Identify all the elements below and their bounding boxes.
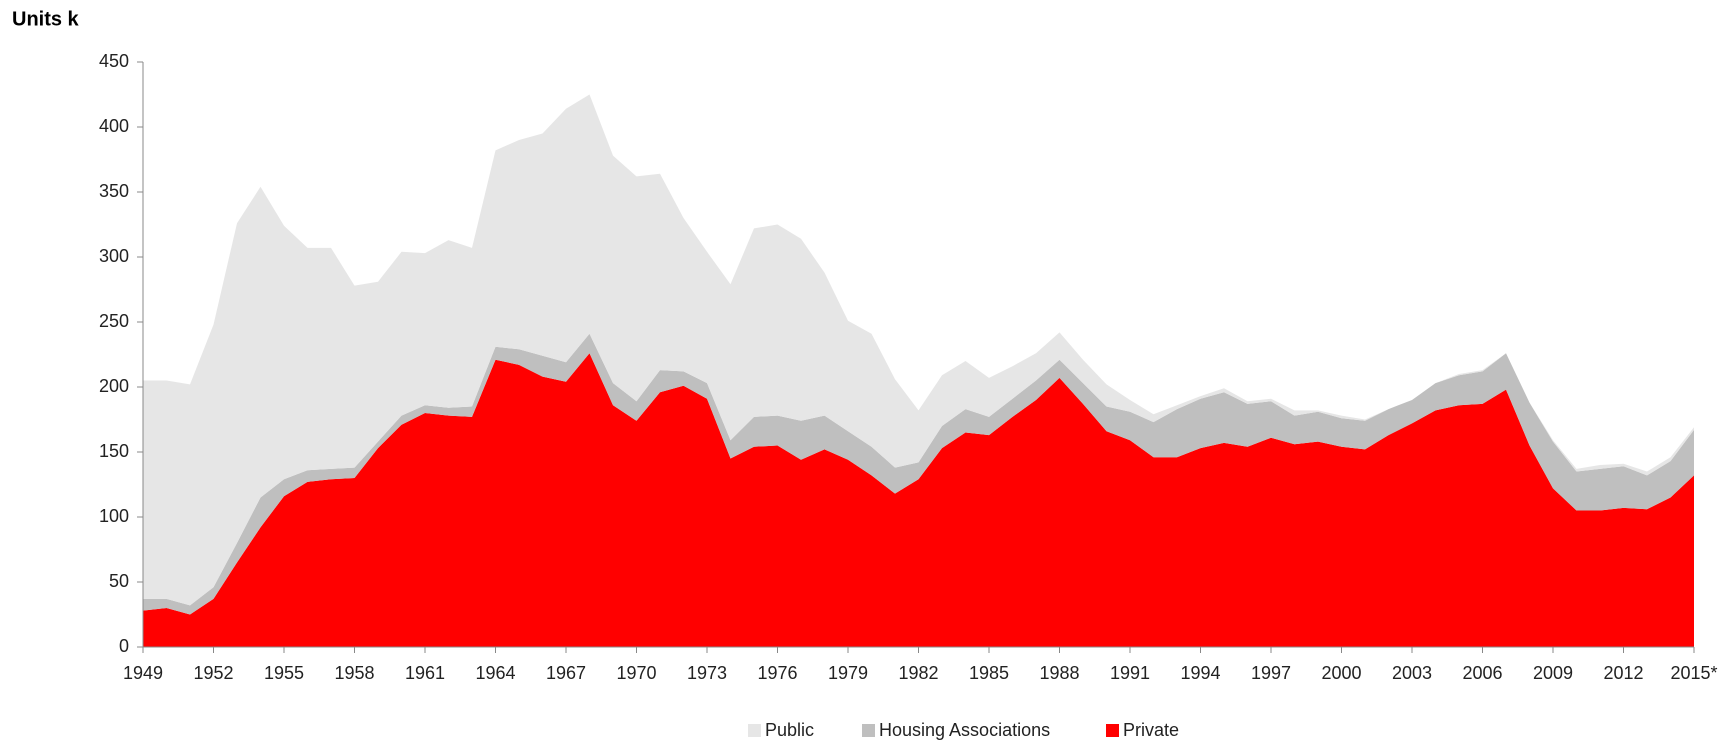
legend-label: Public [765, 720, 814, 740]
y-tick-label: 450 [99, 51, 129, 71]
x-tick-label: 1979 [828, 663, 868, 683]
area [143, 94, 1694, 606]
y-tick-label: 350 [99, 181, 129, 201]
x-tick-label: 1973 [687, 663, 727, 683]
y-tick-label: 200 [99, 376, 129, 396]
x-tick-label: 1988 [1039, 663, 1079, 683]
x-tick-label: 1970 [616, 663, 656, 683]
area [143, 353, 1694, 647]
x-tick-label: 1967 [546, 663, 586, 683]
x-tick-label: 2009 [1533, 663, 1573, 683]
x-tick-label: 1964 [475, 663, 515, 683]
y-tick-label: 100 [99, 506, 129, 526]
y-tick-label: 150 [99, 441, 129, 461]
legend-label: Housing Associations [879, 720, 1050, 740]
x-tick-label: 2006 [1462, 663, 1502, 683]
y-tick-label: 400 [99, 116, 129, 136]
x-tick-label: 1961 [405, 663, 445, 683]
x-tick-label: 1952 [193, 663, 233, 683]
x-tick-label: 1997 [1251, 663, 1291, 683]
legend-label: Private [1123, 720, 1179, 740]
x-tick-label: 1985 [969, 663, 1009, 683]
y-tick-label: 0 [119, 636, 129, 656]
y-axis-label: Units k [12, 8, 80, 30]
x-tick-label: 1991 [1110, 663, 1150, 683]
x-tick-label: 1982 [898, 663, 938, 683]
x-tick-label: 2012 [1603, 663, 1643, 683]
legend-swatch [1106, 724, 1119, 737]
x-tick-label: 2003 [1392, 663, 1432, 683]
x-tick-label: 1976 [757, 663, 797, 683]
area [143, 333, 1694, 615]
x-tick-label: 1994 [1180, 663, 1220, 683]
y-tick-label: 250 [99, 311, 129, 331]
legend-swatch [748, 724, 761, 737]
y-tick-label: 50 [109, 571, 129, 591]
y-tick-label: 300 [99, 246, 129, 266]
x-tick-label: 1949 [123, 663, 163, 683]
x-tick-label: 1958 [334, 663, 374, 683]
x-tick-label: 1955 [264, 663, 304, 683]
x-tick-label: 2000 [1321, 663, 1361, 683]
x-tick-label: 2015* [1670, 663, 1717, 683]
legend-swatch [862, 724, 875, 737]
